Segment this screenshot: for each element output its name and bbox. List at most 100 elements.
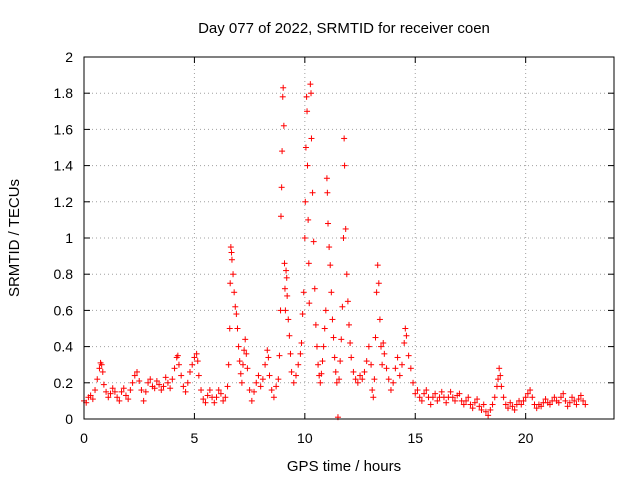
data-point xyxy=(180,383,187,390)
y-tick-label: 1.4 xyxy=(54,158,74,174)
data-point xyxy=(346,321,352,328)
data-point xyxy=(169,376,176,383)
data-point xyxy=(310,238,317,245)
data-point xyxy=(238,379,245,386)
data-point xyxy=(319,358,326,365)
data-point xyxy=(302,198,309,205)
data-point xyxy=(471,399,478,406)
data-point xyxy=(100,381,107,388)
data-point xyxy=(575,396,582,403)
data-point xyxy=(326,244,333,251)
data-point xyxy=(478,406,485,413)
data-points xyxy=(81,81,589,421)
data-point xyxy=(202,399,209,406)
data-point xyxy=(500,394,507,401)
data-point xyxy=(423,387,430,394)
data-point xyxy=(136,377,143,384)
data-point xyxy=(287,350,294,357)
data-point xyxy=(151,385,158,392)
data-point xyxy=(264,347,271,354)
data-point xyxy=(327,262,334,269)
data-point xyxy=(145,379,152,386)
data-point xyxy=(283,274,290,281)
data-point xyxy=(162,374,169,381)
data-point xyxy=(463,397,470,404)
data-point xyxy=(489,401,496,408)
data-point xyxy=(582,401,589,408)
data-point xyxy=(469,405,476,412)
data-point xyxy=(383,365,390,372)
data-point xyxy=(498,383,505,390)
data-point xyxy=(118,388,125,395)
data-point xyxy=(363,358,370,365)
data-point xyxy=(153,377,160,384)
data-point xyxy=(240,361,246,368)
data-point xyxy=(507,399,514,406)
data-point xyxy=(318,370,325,377)
data-point xyxy=(342,225,349,232)
data-point xyxy=(379,361,386,368)
data-point xyxy=(403,332,410,339)
data-point xyxy=(213,394,220,401)
data-point xyxy=(385,376,392,383)
data-point xyxy=(347,339,354,346)
data-point xyxy=(248,397,255,404)
data-point xyxy=(365,343,372,350)
data-point xyxy=(195,372,202,379)
data-point xyxy=(174,352,181,359)
x-tick-label: 15 xyxy=(407,430,423,446)
data-point xyxy=(505,405,511,412)
data-point xyxy=(92,387,99,394)
data-point xyxy=(387,387,394,394)
data-point xyxy=(533,405,540,412)
data-point xyxy=(226,325,233,332)
data-point xyxy=(281,285,288,292)
data-point xyxy=(456,390,463,397)
data-point xyxy=(167,385,174,392)
x-tick-label: 0 xyxy=(80,430,88,446)
data-point xyxy=(94,376,101,383)
data-point xyxy=(259,376,266,383)
data-point xyxy=(372,334,379,341)
data-point xyxy=(443,399,450,406)
data-point xyxy=(279,93,286,100)
data-point xyxy=(129,379,136,386)
data-point xyxy=(236,358,243,365)
y-tick-label: 0 xyxy=(65,411,73,427)
data-point xyxy=(564,403,571,410)
data-point xyxy=(311,285,318,292)
data-point xyxy=(325,220,332,227)
data-point xyxy=(555,399,562,406)
data-point xyxy=(234,325,241,332)
data-point xyxy=(571,397,578,404)
data-point xyxy=(497,372,504,379)
data-point xyxy=(361,368,368,375)
data-point xyxy=(434,397,441,404)
data-point xyxy=(348,354,355,361)
data-point xyxy=(278,184,285,191)
data-point xyxy=(279,148,286,155)
data-point xyxy=(89,396,96,403)
data-point xyxy=(485,412,492,419)
data-point xyxy=(232,303,239,310)
y-tick-label: 1.2 xyxy=(54,194,74,210)
data-point xyxy=(452,397,458,404)
data-point xyxy=(418,397,425,404)
data-point xyxy=(357,372,364,379)
data-point xyxy=(288,368,295,375)
axis-ticks: 00.20.40.60.811.21.41.61.820 5 10 15 20 xyxy=(54,49,614,446)
data-point xyxy=(257,383,264,390)
data-point xyxy=(432,390,439,397)
data-point xyxy=(317,379,324,386)
data-point xyxy=(178,372,185,379)
data-point xyxy=(558,394,564,401)
data-point xyxy=(476,403,483,410)
data-point xyxy=(103,388,110,395)
data-point xyxy=(309,189,316,196)
data-point xyxy=(142,388,149,395)
data-point xyxy=(270,394,277,401)
data-point xyxy=(375,280,382,287)
data-point xyxy=(332,368,339,375)
data-point xyxy=(127,387,134,394)
data-point xyxy=(542,396,549,403)
